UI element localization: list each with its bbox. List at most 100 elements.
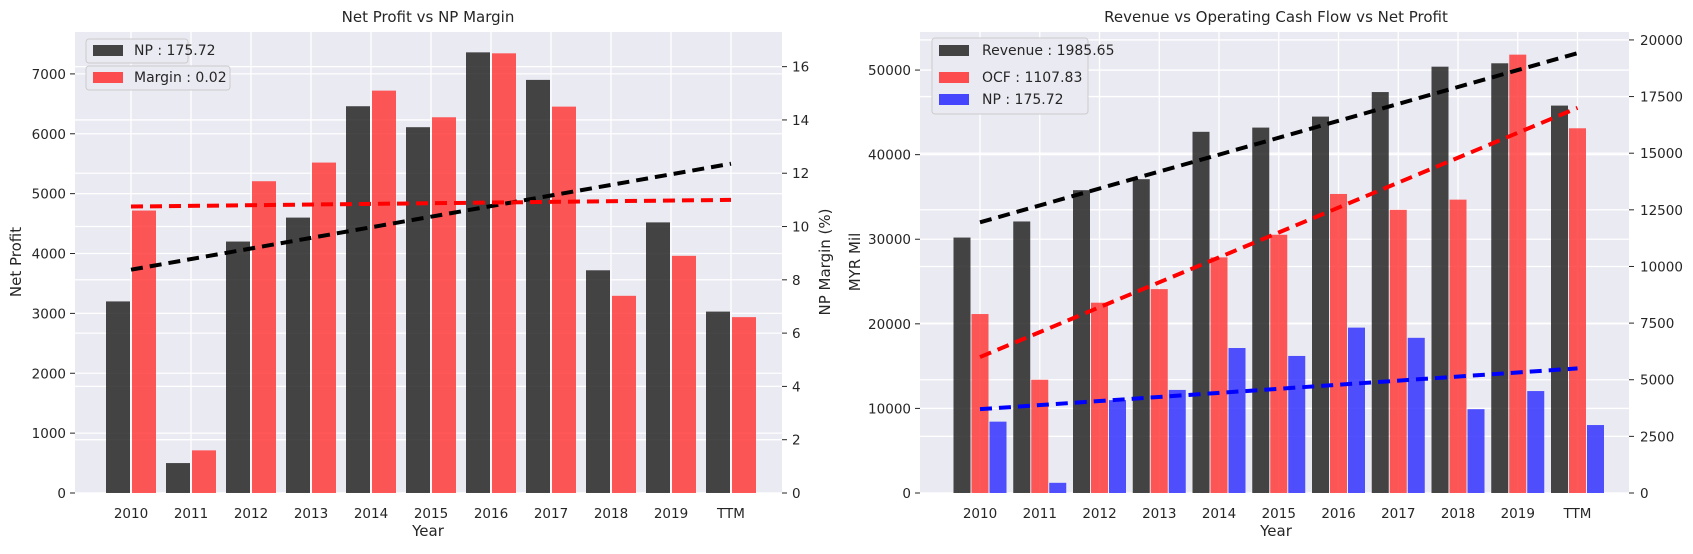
bar-2012-series-2: [1109, 400, 1126, 493]
bar-2013-series-1: [312, 162, 336, 493]
bar-2016-series-1: [1330, 193, 1347, 494]
left-tick-label: 0: [57, 486, 66, 502]
right-tick-label: 7500: [1640, 316, 1674, 332]
bar-2014-series-2: [1228, 348, 1246, 493]
left-tick-label: 0: [902, 486, 911, 502]
bar-2010-series-1: [971, 314, 989, 493]
bar-2011-series-0: [1013, 221, 1031, 494]
bar-2012-series-0: [226, 241, 250, 493]
left-tick-label: 7000: [32, 67, 66, 83]
bar-2012-series-0: [1073, 190, 1090, 493]
bar-2018-series-1: [1449, 199, 1467, 494]
legend-label-revenue: Revenue : 1985.65: [982, 43, 1114, 59]
left-tick-label: 20000: [868, 317, 911, 333]
bar-2015-series-2: [1288, 355, 1306, 493]
bar-2017-series-0: [1371, 92, 1389, 493]
trendline-0: [979, 51, 1579, 225]
x-tick-label: 2017: [534, 506, 568, 522]
right-tick-label: 8: [792, 273, 801, 289]
right-tick-label: 14: [792, 113, 809, 129]
trendline-2: [979, 366, 1578, 412]
left-tick-label: 50000: [868, 63, 911, 79]
right-tick-label: 2500: [1640, 429, 1674, 445]
right-tick-label: 16: [792, 60, 809, 76]
trendline-0: [130, 161, 732, 272]
x-tick-label: 2014: [1202, 506, 1236, 522]
left-tick-label: 30000: [868, 232, 911, 248]
x-tick-label: 2010: [114, 506, 148, 522]
x-tick-label: 2018: [1441, 506, 1475, 522]
bar-2010-series-0: [106, 301, 130, 493]
bar-2017-series-0: [526, 79, 550, 493]
chart-revenue-ocf-np: Revenue vs Operating Cash Flow vs Net Pr…: [846, 8, 1683, 540]
bar-2014-series-0: [1192, 131, 1210, 493]
bar-2017-series-1: [1389, 209, 1407, 494]
x-tick-label: 2011: [174, 506, 208, 522]
x-tick-label: 2012: [234, 506, 268, 522]
left-tick-label: 5000: [32, 187, 66, 203]
bar-2016-series-0: [466, 52, 490, 494]
bar-2014-series-1: [1210, 257, 1228, 493]
chart2-legend: Revenue : 1985.65 OCF : 1107.83 NP : 175…: [931, 37, 1114, 115]
trendline-1: [130, 197, 732, 209]
chart1-right-ticks: 0 2 4 6 8 10 12 14 16: [782, 60, 809, 502]
left-tick-label: 4000: [32, 247, 66, 263]
x-tick-label: TTM: [716, 506, 745, 522]
bar-TTM-series-0: [1551, 105, 1568, 494]
bar-2012-series-1: [1091, 302, 1108, 493]
legend-label-np: NP : 175.72: [982, 92, 1064, 108]
bar-2015-series-1: [432, 117, 456, 494]
legend-swatch-ocf: [939, 72, 969, 83]
x-tick-label: 2019: [654, 506, 688, 522]
bar-2016-series-1: [492, 53, 516, 493]
chart2-trendlines: [979, 51, 1579, 412]
chart1-y2label: NP Margin (%): [816, 209, 834, 316]
chart1-left-ticks: 0 1000 2000 3000 4000 5000 6000 7000: [32, 67, 75, 502]
left-tick-label: 3000: [32, 306, 66, 322]
x-tick-label: 2011: [1023, 506, 1057, 522]
right-tick-label: 0: [792, 486, 801, 502]
x-tick-label: 2013: [294, 506, 328, 522]
x-tick-label: 2014: [354, 506, 388, 522]
bar-2013-series-1: [1150, 289, 1168, 493]
right-tick-label: 4: [792, 379, 801, 395]
x-tick-label: 2019: [1501, 506, 1535, 522]
right-tick-label: 0: [1640, 486, 1649, 502]
chart2-ylabel: MYR Mil: [846, 233, 864, 292]
left-tick-label: 40000: [868, 148, 911, 164]
x-tick-label: 2015: [1262, 506, 1296, 522]
bar-TTM-series-1: [1569, 128, 1586, 493]
chart2-bars: [953, 54, 1604, 494]
bar-2010-series-2: [989, 421, 1007, 493]
chart2-x-ticks: 2010 2011 2012 2013 2014 2015 2016 2017 2018 2019…: [963, 506, 1592, 522]
right-tick-label: 10000: [1640, 259, 1683, 275]
bar-2018-series-0: [586, 270, 610, 493]
bar-TTM-series-1: [732, 317, 756, 493]
chart1-legend-np: NP : 175.72: [85, 38, 216, 64]
right-tick-label: 6: [792, 326, 801, 342]
bar-2011-series-2: [1049, 482, 1067, 493]
chart2-right-ticks: 0 2500 5000 7500 10000 12500 15000 17500 20000: [1629, 33, 1683, 502]
bar-2014-series-1: [372, 90, 396, 494]
right-tick-label: 20000: [1640, 33, 1683, 49]
bar-2019-series-0: [1491, 63, 1509, 494]
bar-2017-series-2: [1407, 337, 1425, 493]
chart1-bars: [106, 52, 756, 494]
bar-2018-series-2: [1467, 409, 1485, 493]
legend-label-margin: Margin : 0.02: [134, 70, 227, 86]
x-tick-label: 2016: [1321, 506, 1355, 522]
bar-2012-series-1: [252, 181, 276, 493]
right-tick-label: 5000: [1640, 373, 1674, 389]
chart1-legend-margin: Margin : 0.02: [85, 65, 231, 91]
bar-2013-series-0: [286, 217, 310, 493]
chart2-left-ticks: 0 10000 20000 30000 40000 50000: [868, 63, 920, 502]
bar-2013-series-0: [1132, 179, 1150, 494]
bar-TTM-series-0: [706, 311, 730, 493]
bar-2015-series-0: [1252, 127, 1270, 493]
x-tick-label: 2012: [1082, 506, 1116, 522]
right-tick-label: 12500: [1640, 203, 1683, 219]
legend-swatch-revenue: [939, 45, 969, 56]
legend-swatch-margin: [93, 72, 123, 83]
legend-label-ocf: OCF : 1107.83: [982, 70, 1082, 86]
